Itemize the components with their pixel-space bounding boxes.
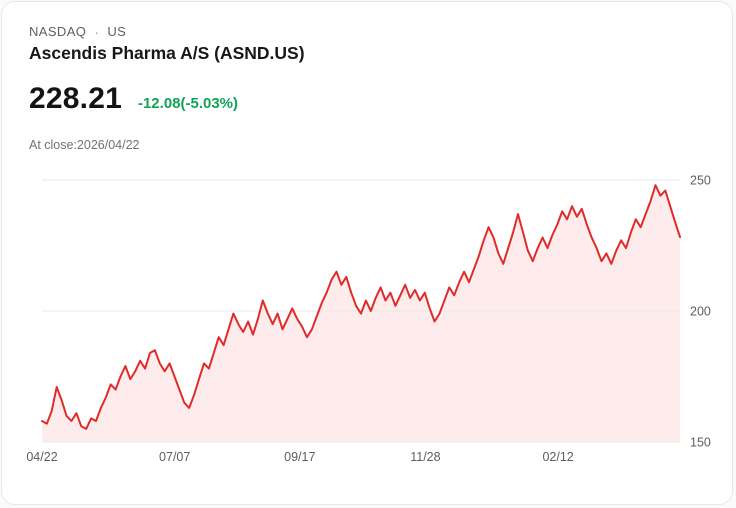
svg-text:07/07: 07/07	[159, 450, 190, 464]
svg-text:150: 150	[690, 436, 711, 450]
separator-dot: ·	[94, 23, 100, 40]
last-price: 228.21	[29, 82, 122, 115]
svg-text:200: 200	[690, 305, 711, 319]
svg-text:04/22: 04/22	[26, 450, 57, 464]
exchange-label: NASDAQ	[29, 24, 87, 39]
page-title: Ascendis Pharma A/S (ASND.US)	[29, 43, 305, 63]
price-change: -12.08(-5.03%)	[137, 95, 239, 112]
svg-text:11/28: 11/28	[410, 450, 440, 464]
svg-text:250: 250	[690, 174, 711, 188]
region-label: US	[107, 24, 127, 39]
at-close-label: At close:2026/04/22	[29, 138, 140, 152]
price-row: 228.21 -12.08(-5.03%)	[29, 82, 238, 116]
market-info: NASDAQ · US	[29, 24, 126, 39]
price-chart[interactable]: 250 200 150 04/22 07/07 09/17 11/28 02/12	[20, 160, 720, 475]
svg-text:09/17: 09/17	[284, 450, 315, 464]
svg-text:02/12: 02/12	[542, 450, 573, 464]
